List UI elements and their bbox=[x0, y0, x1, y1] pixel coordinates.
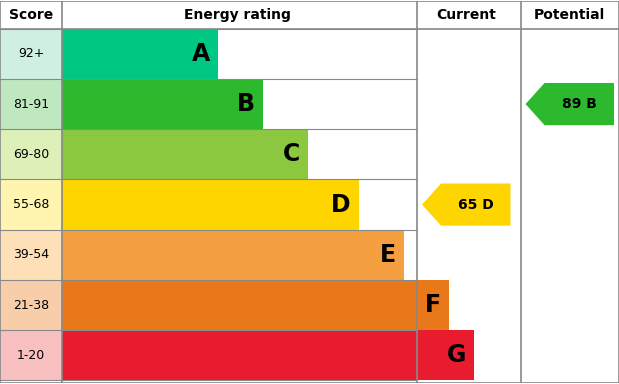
Text: 92+: 92+ bbox=[18, 47, 45, 60]
Text: C: C bbox=[284, 142, 300, 166]
Bar bbox=[0, 129, 63, 179]
Text: Score: Score bbox=[9, 8, 53, 22]
Text: B: B bbox=[237, 92, 255, 116]
Polygon shape bbox=[422, 184, 511, 226]
Text: Energy rating: Energy rating bbox=[184, 8, 290, 22]
Text: 39-54: 39-54 bbox=[13, 248, 50, 261]
Text: A: A bbox=[192, 42, 210, 66]
Text: 21-38: 21-38 bbox=[13, 298, 50, 311]
Bar bbox=[0, 79, 63, 129]
Text: D: D bbox=[331, 192, 351, 217]
Bar bbox=[63, 230, 404, 280]
Bar bbox=[0, 0, 619, 29]
Bar bbox=[63, 129, 308, 179]
Text: 69-80: 69-80 bbox=[13, 148, 50, 161]
Bar bbox=[0, 230, 63, 280]
Bar bbox=[63, 330, 474, 381]
Text: E: E bbox=[380, 243, 396, 267]
Text: G: G bbox=[447, 343, 466, 367]
Text: F: F bbox=[425, 293, 441, 317]
Bar bbox=[0, 29, 63, 79]
Text: Potential: Potential bbox=[534, 8, 605, 22]
Bar bbox=[63, 280, 449, 330]
Text: 89 B: 89 B bbox=[562, 97, 597, 111]
Bar bbox=[63, 79, 263, 129]
Polygon shape bbox=[526, 83, 614, 125]
Text: 81-91: 81-91 bbox=[13, 98, 50, 111]
Text: 55-68: 55-68 bbox=[13, 198, 50, 211]
Bar bbox=[63, 29, 218, 79]
Text: 65 D: 65 D bbox=[458, 197, 493, 212]
Text: 1-20: 1-20 bbox=[17, 349, 45, 362]
Bar bbox=[0, 330, 63, 381]
Text: Current: Current bbox=[436, 8, 496, 22]
Bar bbox=[0, 179, 63, 230]
Bar bbox=[0, 280, 63, 330]
Bar bbox=[63, 179, 359, 230]
